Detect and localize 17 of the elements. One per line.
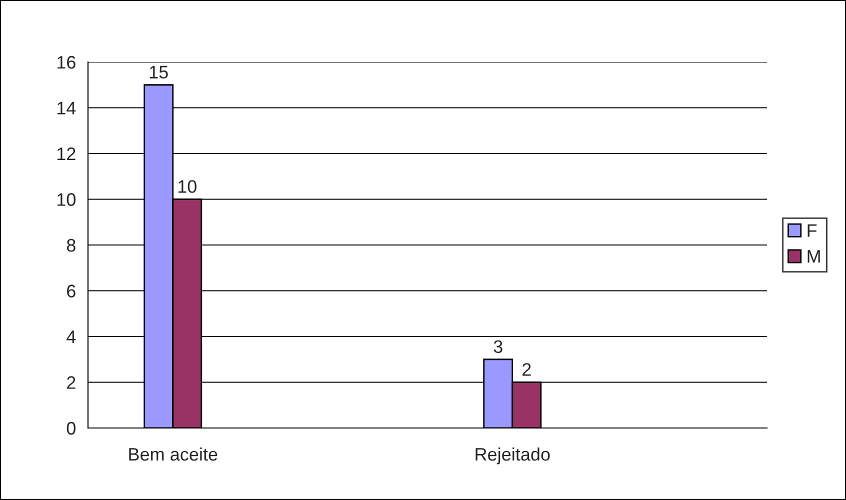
data-label: 15 [150,66,168,79]
y-tick-label: 16 [57,56,76,69]
x-tick-label: Rejeitado [476,447,550,464]
y-tick-label: 6 [67,284,76,298]
y-tick-label: 0 [66,422,76,435]
y-tick-label: 10 [57,193,76,206]
data-label: 2 [522,363,531,376]
legend-label: M [808,250,820,263]
y-tick-label: 12 [57,147,76,160]
y-tick-label: 8 [66,238,76,252]
y-tick-label: 4 [66,330,76,344]
y-tick-label: 14 [57,102,76,114]
y-tick-label: 2 [67,376,76,389]
data-label: 10 [178,180,196,193]
legend-label: F [808,224,817,237]
data-label: 3 [494,340,502,354]
x-tick-label: Bem aceite [129,447,218,461]
